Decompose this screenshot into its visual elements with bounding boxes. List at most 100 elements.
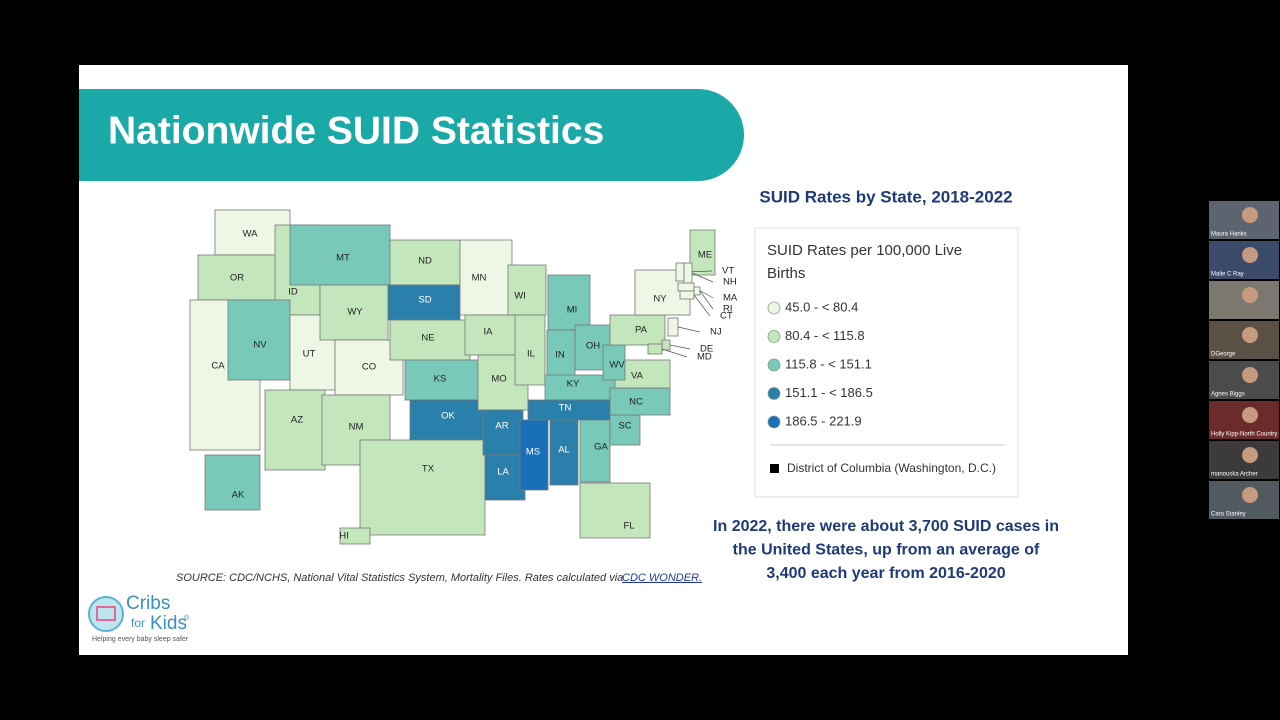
state-label: SD	[418, 295, 431, 306]
state-label: AK	[232, 490, 245, 501]
state-label: DE	[700, 344, 713, 355]
title-banner	[79, 89, 744, 181]
legend-label: 151.1 - < 186.5	[785, 385, 873, 400]
state	[264, 389, 326, 471]
state	[204, 454, 261, 511]
state	[683, 262, 693, 284]
map-title: SUID Rates by State, 2018-2022	[759, 187, 1012, 206]
state-label: CO	[362, 362, 376, 373]
state	[667, 317, 679, 337]
participant-face	[1242, 487, 1258, 503]
state	[227, 299, 291, 381]
state	[689, 229, 716, 276]
legend-title: Births	[767, 265, 805, 282]
logo-word: for	[131, 616, 145, 630]
state	[609, 414, 641, 446]
dc-note: District of Columbia (Washington, D.C.)	[787, 461, 996, 475]
state-label: MT	[336, 253, 350, 264]
state-label: GA	[594, 442, 608, 453]
source-link[interactable]: CDC WONDER.	[622, 572, 702, 584]
state-label: KY	[567, 379, 580, 390]
state-label: WA	[243, 229, 259, 240]
state-label: NC	[629, 397, 643, 408]
logo-word: Kids	[150, 613, 187, 634]
participant-name: Holly Kipp-North Country	[1211, 432, 1277, 438]
participant-face	[1242, 407, 1258, 423]
leader-line	[661, 348, 688, 358]
source: SOURCE: CDC/NCHS, National Vital Statist…	[176, 572, 623, 584]
state	[507, 264, 547, 316]
state	[679, 290, 695, 300]
legend-swatch	[767, 301, 781, 315]
logo-word: Cribs	[126, 593, 170, 614]
state	[546, 329, 576, 381]
participant-face	[1242, 207, 1258, 223]
logo-icon	[88, 596, 124, 632]
participant-name: DGeorge	[1211, 352, 1236, 358]
state-label: IN	[555, 350, 565, 361]
legend-label: 80.4 - < 115.8	[785, 328, 865, 343]
state	[339, 527, 371, 545]
state-label: OK	[441, 411, 455, 422]
legend-label: 186.5 - 221.9	[785, 413, 862, 428]
state-label: NM	[349, 422, 364, 433]
state-label: TX	[422, 464, 435, 475]
state-label: IL	[527, 349, 535, 360]
state-label: VT	[722, 266, 734, 277]
state	[647, 343, 663, 355]
logo: Cribs for Kids ® Helping every baby slee…	[88, 593, 190, 643]
legend-swatch	[767, 358, 781, 372]
state-label: MD	[697, 352, 712, 363]
legend-swatch	[767, 415, 781, 429]
summary: 3,400 each year from 2016-2020	[766, 565, 1005, 582]
state	[693, 286, 701, 296]
state	[387, 284, 461, 321]
participant-name: Malie C Ray	[1211, 272, 1244, 278]
state-label: AZ	[291, 415, 303, 426]
state-label: WV	[609, 360, 625, 371]
state-label: NY	[653, 294, 667, 305]
state	[359, 439, 486, 536]
participant-face	[1242, 447, 1258, 463]
state	[464, 314, 518, 356]
state	[579, 419, 611, 483]
participant-face	[1242, 247, 1258, 263]
participant-name: manouska Archer	[1211, 472, 1258, 478]
state-label: FL	[623, 521, 634, 532]
summary: the United States, up from an average of	[733, 542, 1040, 559]
state	[519, 419, 549, 491]
legend-label: 115.8 - < 151.1	[785, 356, 872, 371]
state-label: MA	[723, 293, 738, 304]
state-label: HI	[339, 531, 349, 542]
state	[289, 224, 391, 286]
state-label: ND	[418, 256, 432, 267]
state	[484, 454, 526, 501]
state-label: PA	[635, 325, 648, 336]
state	[389, 239, 461, 286]
state	[547, 274, 591, 331]
participant-name: Cara Stanley	[1211, 512, 1246, 518]
state-label: NH	[723, 277, 737, 288]
state-label: LA	[497, 467, 509, 478]
state-label: WY	[347, 307, 363, 318]
state-label: OR	[230, 273, 244, 284]
us-map: WA OR CA ID NV UT AZ MT WY CO NM ND SD NE KS OK TX MN IA MO…	[189, 209, 738, 545]
dc-marker	[770, 464, 779, 473]
state-label: NJ	[710, 327, 722, 338]
state-label: KS	[434, 374, 447, 385]
logo-crib	[96, 606, 116, 621]
summary: In 2022, there were about 3,700 SUID cas…	[713, 518, 1059, 535]
state-label: CA	[211, 361, 225, 372]
state-label: RI	[723, 304, 733, 315]
state	[549, 419, 579, 486]
state-label: MI	[567, 305, 578, 316]
state	[389, 319, 471, 361]
participant-name: Maura Hanks	[1211, 232, 1247, 238]
participant-name: Agnes Biggs	[1211, 392, 1245, 398]
state-label: MN	[472, 273, 487, 284]
state	[661, 339, 671, 351]
state-label: TN	[559, 403, 572, 414]
state	[409, 399, 486, 441]
state	[579, 482, 651, 539]
